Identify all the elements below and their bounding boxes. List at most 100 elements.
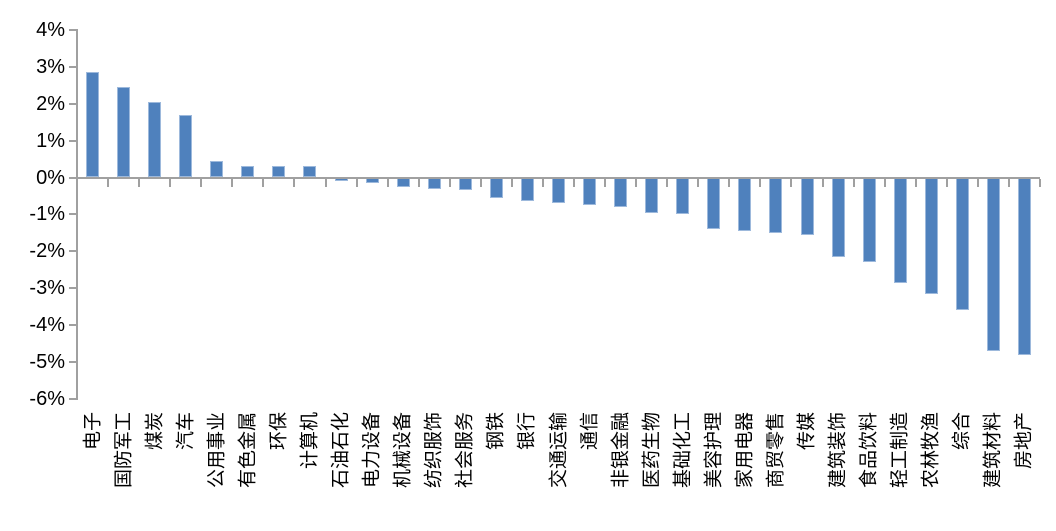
y-axis-tick-label: -2% bbox=[29, 240, 65, 263]
x-axis-tick bbox=[138, 178, 141, 187]
category-label: 食品饮料 bbox=[858, 412, 880, 489]
y-axis-tick bbox=[69, 65, 76, 68]
y-axis-tick bbox=[69, 28, 76, 31]
x-axis-tick bbox=[200, 178, 203, 187]
category-label: 电力设备 bbox=[361, 412, 383, 489]
y-axis-line bbox=[76, 28, 78, 400]
bar bbox=[862, 177, 876, 263]
category-label: 基础化工 bbox=[672, 412, 694, 489]
x-axis-tick bbox=[976, 178, 979, 187]
bar bbox=[893, 177, 907, 283]
x-axis-tick bbox=[169, 178, 172, 187]
x-axis-tick bbox=[76, 178, 78, 187]
y-axis-tick-label: -4% bbox=[29, 314, 65, 337]
bar bbox=[1017, 177, 1031, 355]
x-axis-line bbox=[77, 176, 1040, 179]
x-axis-tick bbox=[479, 178, 482, 187]
y-axis-tick bbox=[69, 361, 76, 364]
bar bbox=[272, 166, 286, 178]
x-axis-tick bbox=[852, 178, 855, 187]
bar bbox=[86, 72, 100, 178]
y-axis-tick bbox=[69, 102, 76, 105]
y-axis-tick bbox=[69, 176, 76, 179]
category-label: 环保 bbox=[268, 412, 290, 451]
bar bbox=[800, 177, 814, 235]
bar bbox=[769, 177, 783, 233]
category-label: 轻工制造 bbox=[889, 412, 911, 489]
bar bbox=[955, 177, 969, 311]
category-label: 传媒 bbox=[796, 412, 818, 451]
bar bbox=[148, 101, 162, 178]
category-label: 交通运输 bbox=[548, 412, 569, 489]
x-axis-tick bbox=[914, 178, 917, 187]
category-label: 煤炭 bbox=[144, 412, 166, 451]
x-axis-tick bbox=[417, 178, 420, 187]
bar bbox=[334, 177, 348, 182]
bar bbox=[831, 177, 845, 257]
category-label: 石油石化 bbox=[330, 412, 352, 489]
x-axis-tick bbox=[945, 178, 948, 187]
category-label: 综合 bbox=[951, 412, 973, 451]
x-axis-tick bbox=[355, 178, 358, 187]
y-axis-tick bbox=[69, 213, 76, 216]
category-label: 家用电器 bbox=[734, 412, 756, 489]
bar bbox=[583, 177, 597, 206]
y-axis-tick bbox=[69, 250, 76, 253]
bar bbox=[117, 87, 131, 178]
bar bbox=[489, 177, 503, 198]
bar bbox=[676, 177, 690, 215]
bar bbox=[427, 177, 441, 189]
bar bbox=[924, 177, 938, 294]
y-axis-tick-label: 0% bbox=[36, 166, 65, 189]
x-axis-tick bbox=[573, 178, 576, 187]
x-axis-tick bbox=[697, 178, 700, 187]
bar bbox=[210, 160, 224, 178]
y-axis-tick-label: 2% bbox=[36, 92, 65, 115]
category-label: 钢铁 bbox=[485, 412, 507, 451]
y-axis-tick-label: -5% bbox=[29, 351, 65, 374]
bar bbox=[552, 177, 565, 204]
bar bbox=[303, 166, 317, 178]
y-axis-tick-label: -6% bbox=[29, 388, 65, 411]
category-label: 商贸零售 bbox=[765, 412, 787, 489]
x-axis-tick bbox=[1039, 178, 1041, 187]
category-label: 非银金融 bbox=[610, 412, 632, 489]
bar bbox=[365, 177, 379, 184]
bar bbox=[707, 177, 721, 230]
bar bbox=[458, 177, 472, 191]
category-label: 机械设备 bbox=[392, 412, 414, 489]
bar bbox=[986, 177, 1000, 352]
category-label: 银行 bbox=[516, 412, 538, 451]
x-axis-tick bbox=[728, 178, 731, 187]
category-label: 社会服务 bbox=[454, 412, 476, 489]
category-label: 房地产 bbox=[1013, 412, 1035, 470]
category-label: 通信 bbox=[579, 412, 601, 451]
bar bbox=[738, 177, 752, 232]
category-label: 建筑装饰 bbox=[827, 412, 849, 489]
bar bbox=[614, 177, 628, 208]
y-axis-tick bbox=[69, 139, 76, 142]
x-axis-tick bbox=[324, 178, 327, 187]
category-label: 计算机 bbox=[299, 412, 321, 470]
category-label: 农林牧渔 bbox=[920, 412, 942, 489]
x-axis-tick bbox=[510, 178, 513, 187]
x-axis-tick bbox=[604, 178, 607, 187]
y-axis-tick-label: 1% bbox=[36, 129, 65, 152]
category-label: 美容护理 bbox=[703, 412, 725, 489]
x-axis-tick bbox=[448, 178, 451, 187]
x-axis-tick bbox=[883, 178, 886, 187]
bar bbox=[520, 177, 534, 202]
x-axis-tick bbox=[821, 178, 824, 187]
x-axis-tick bbox=[293, 178, 296, 187]
y-axis-tick-label: -1% bbox=[29, 203, 65, 226]
y-axis-tick-label: 3% bbox=[36, 55, 65, 78]
category-label: 建筑材料 bbox=[982, 412, 1004, 489]
x-axis-tick bbox=[107, 178, 110, 187]
category-label: 有色金属 bbox=[237, 412, 259, 489]
y-axis-tick-label: 4% bbox=[36, 18, 65, 41]
x-axis-tick bbox=[666, 178, 669, 187]
bar bbox=[179, 114, 193, 178]
category-label: 纺织服饰 bbox=[423, 412, 445, 489]
x-axis-tick bbox=[262, 178, 265, 187]
